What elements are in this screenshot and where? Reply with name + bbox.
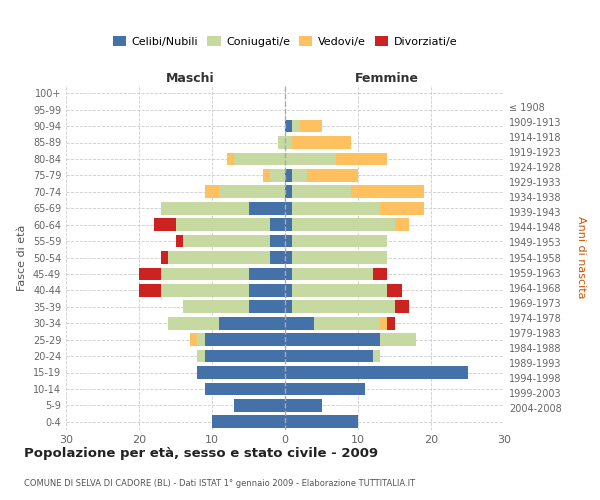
- Bar: [161, 284, 248, 297]
- Bar: [248, 202, 285, 214]
- Bar: [154, 218, 176, 231]
- Bar: [285, 169, 292, 182]
- Bar: [197, 333, 205, 346]
- Bar: [373, 268, 387, 280]
- Bar: [285, 416, 358, 428]
- Bar: [205, 350, 285, 362]
- Bar: [292, 169, 307, 182]
- Bar: [263, 169, 271, 182]
- Bar: [380, 333, 416, 346]
- Bar: [292, 202, 380, 214]
- Bar: [292, 234, 387, 248]
- Bar: [285, 202, 292, 214]
- Bar: [380, 317, 387, 330]
- Bar: [292, 186, 350, 198]
- Bar: [248, 268, 285, 280]
- Bar: [299, 120, 322, 132]
- Bar: [285, 268, 292, 280]
- Bar: [285, 284, 292, 297]
- Bar: [205, 333, 285, 346]
- Bar: [350, 186, 424, 198]
- Bar: [161, 202, 248, 214]
- Bar: [168, 317, 220, 330]
- Bar: [285, 333, 380, 346]
- Bar: [234, 399, 285, 412]
- Bar: [285, 317, 314, 330]
- Bar: [292, 120, 299, 132]
- Bar: [285, 218, 292, 231]
- Bar: [314, 317, 380, 330]
- Bar: [387, 284, 402, 297]
- Bar: [285, 399, 322, 412]
- Bar: [197, 366, 285, 379]
- Bar: [285, 186, 292, 198]
- Text: Femmine: Femmine: [355, 72, 419, 85]
- Y-axis label: Anni di nascita: Anni di nascita: [575, 216, 586, 298]
- Bar: [285, 350, 373, 362]
- Bar: [271, 169, 285, 182]
- Bar: [176, 218, 271, 231]
- Text: Popolazione per età, sesso e stato civile - 2009: Popolazione per età, sesso e stato civil…: [24, 448, 378, 460]
- Bar: [292, 251, 387, 264]
- Bar: [271, 218, 285, 231]
- Bar: [220, 186, 285, 198]
- Bar: [285, 382, 365, 396]
- Bar: [307, 169, 358, 182]
- Bar: [183, 234, 271, 248]
- Bar: [212, 416, 285, 428]
- Bar: [285, 234, 292, 248]
- Bar: [285, 366, 467, 379]
- Bar: [168, 251, 271, 264]
- Bar: [292, 218, 395, 231]
- Bar: [292, 136, 350, 149]
- Bar: [292, 300, 395, 313]
- Bar: [197, 350, 205, 362]
- Bar: [395, 218, 409, 231]
- Bar: [139, 268, 161, 280]
- Bar: [190, 333, 197, 346]
- Legend: Celibi/Nubili, Coniugati/e, Vedovi/e, Divorziati/e: Celibi/Nubili, Coniugati/e, Vedovi/e, Di…: [109, 32, 461, 52]
- Bar: [285, 136, 292, 149]
- Bar: [336, 152, 387, 166]
- Bar: [205, 382, 285, 396]
- Bar: [227, 152, 234, 166]
- Bar: [234, 152, 285, 166]
- Bar: [285, 251, 292, 264]
- Bar: [278, 136, 285, 149]
- Text: COMUNE DI SELVA DI CADORE (BL) - Dati ISTAT 1° gennaio 2009 - Elaborazione TUTTI: COMUNE DI SELVA DI CADORE (BL) - Dati IS…: [24, 479, 415, 488]
- Bar: [271, 251, 285, 264]
- Bar: [248, 284, 285, 297]
- Bar: [205, 186, 220, 198]
- Bar: [176, 234, 183, 248]
- Bar: [183, 300, 248, 313]
- Bar: [387, 317, 395, 330]
- Bar: [285, 300, 292, 313]
- Bar: [161, 251, 168, 264]
- Bar: [292, 268, 373, 280]
- Bar: [285, 152, 336, 166]
- Bar: [373, 350, 380, 362]
- Y-axis label: Fasce di età: Fasce di età: [17, 224, 27, 290]
- Bar: [161, 268, 248, 280]
- Bar: [292, 284, 387, 297]
- Bar: [285, 120, 292, 132]
- Bar: [220, 317, 285, 330]
- Bar: [271, 234, 285, 248]
- Bar: [380, 202, 424, 214]
- Bar: [139, 284, 161, 297]
- Text: Maschi: Maschi: [166, 72, 214, 85]
- Bar: [395, 300, 409, 313]
- Bar: [248, 300, 285, 313]
